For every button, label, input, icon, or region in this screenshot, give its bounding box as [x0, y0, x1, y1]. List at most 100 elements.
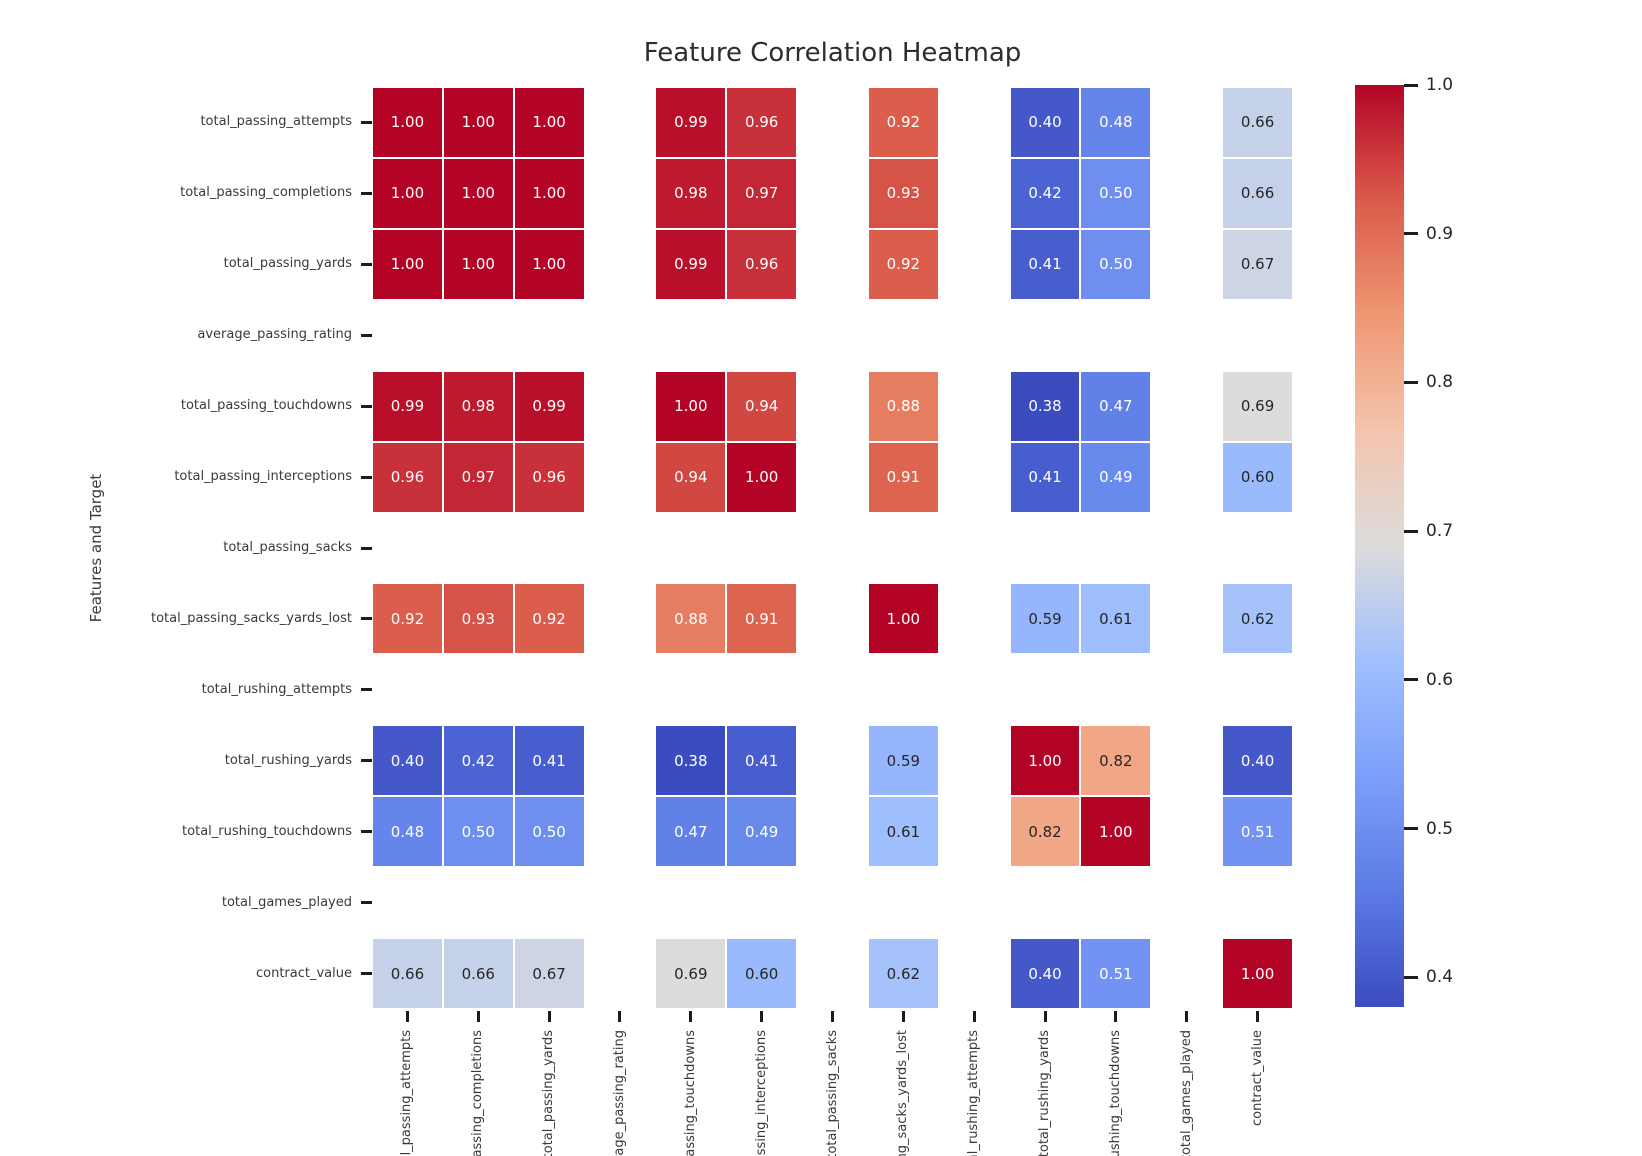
heatmap-cell [1152, 797, 1221, 866]
heatmap-cell [940, 230, 1009, 299]
heatmap-cell: 0.98 [656, 158, 726, 228]
y-tick-label: total_passing_attempts [200, 114, 352, 130]
heatmap-cell [798, 584, 867, 653]
colorbar-tick-mark [1404, 529, 1418, 533]
cell-value: 0.92 [886, 255, 921, 274]
heatmap-cell [940, 159, 1009, 228]
heatmap-cell [940, 655, 1009, 724]
cell-value: 0.50 [532, 822, 566, 841]
cell-value: 0.96 [532, 468, 566, 487]
cell-value: 0.98 [461, 397, 495, 416]
x-tick-label: contract_value [1249, 1030, 1265, 1127]
x-tick-label: total_passing_attempts [399, 1030, 415, 1156]
heatmap-cell [586, 868, 655, 937]
y-tick-label: total_rushing_attempts [201, 681, 352, 697]
heatmap-cell [373, 301, 442, 370]
heatmap-cell [586, 514, 655, 583]
cell-value: 0.42 [1028, 184, 1062, 203]
y-tick-label: total_rushing_touchdowns [182, 823, 352, 839]
cell-value: 0.41 [744, 751, 779, 770]
heatmap-cell [940, 797, 1009, 866]
heatmap-cell [798, 88, 867, 157]
heatmap-cell: 0.66 [1223, 88, 1292, 157]
y-tick-mark [361, 759, 372, 763]
colorbar-tick-label: 0.9 [1426, 223, 1454, 244]
cell-value: 0.99 [390, 397, 425, 416]
heatmap-cell: 0.48 [373, 797, 442, 867]
cell-value: 0.92 [886, 113, 921, 132]
heatmap-cell: 0.61 [868, 797, 938, 867]
heatmap-cell: 0.96 [373, 442, 442, 512]
x-tick-mark [1043, 1011, 1047, 1022]
heatmap-cell [727, 868, 796, 937]
heatmap-cell: 0.92 [868, 88, 938, 157]
y-tick-mark [361, 546, 372, 550]
heatmap-cell [798, 868, 867, 937]
colorbar-gradient [1355, 85, 1404, 1007]
x-tick-label: average_passing_rating [611, 1030, 627, 1156]
heatmap-cell [586, 726, 655, 795]
colorbar-tick-label: 0.5 [1426, 818, 1454, 839]
heatmap-cell: 1.00 [1081, 797, 1151, 867]
heatmap-cell [940, 88, 1009, 157]
heatmap-cell: 0.50 [1081, 229, 1151, 299]
heatmap-cell: 0.99 [514, 371, 584, 441]
heatmap-cell: 1.00 [443, 88, 513, 157]
cell-value: 0.82 [1028, 822, 1062, 841]
colorbar-tick-label: 0.6 [1426, 669, 1454, 690]
heatmap-cell [444, 655, 513, 724]
cell-value: 1.00 [390, 184, 425, 203]
heatmap-cell: 0.40 [1010, 939, 1080, 1008]
cell-value: 1.00 [532, 113, 566, 132]
heatmap-cell: 1.00 [373, 88, 442, 157]
heatmap-cell [1223, 868, 1292, 937]
heatmap-cell [373, 514, 442, 583]
heatmap-cell [1152, 159, 1221, 228]
cell-value: 0.49 [1099, 468, 1133, 487]
x-tick-mark [972, 1011, 976, 1022]
y-tick-mark [361, 830, 372, 834]
y-tick-mark [361, 475, 372, 479]
x-tick-mark [547, 1011, 551, 1022]
heatmap-cell: 0.38 [656, 726, 726, 796]
cell-value: 0.48 [390, 822, 425, 841]
heatmap-cell [798, 372, 867, 441]
heatmap-cell [798, 939, 867, 1008]
heatmap-cell [373, 655, 442, 724]
heatmap-cell [656, 514, 725, 583]
cell-value: 1.00 [461, 255, 495, 274]
heatmap-cell: 0.59 [1010, 584, 1080, 654]
heatmap-cell: 0.62 [868, 939, 938, 1008]
heatmap-cell [1011, 655, 1080, 724]
cell-value: 0.51 [1240, 822, 1275, 841]
cell-value: 0.96 [744, 113, 779, 132]
x-tick-mark [1185, 1011, 1189, 1022]
x-tick-label: total_passing_sacks [824, 1030, 840, 1156]
cell-value: 0.41 [532, 751, 566, 770]
heatmap-cell: 0.51 [1081, 939, 1151, 1008]
heatmap-cell [798, 443, 867, 512]
heatmap-cell: 0.66 [373, 939, 442, 1008]
heatmap-cell: 0.91 [868, 442, 938, 512]
heatmap-cell [798, 301, 867, 370]
heatmap-cell: 0.88 [656, 584, 726, 654]
heatmap-cell: 0.41 [1010, 442, 1080, 512]
heatmap-cell: 0.41 [1010, 229, 1080, 299]
heatmap-cell [1081, 514, 1150, 583]
heatmap-cell [1152, 301, 1221, 370]
heatmap-cell [1223, 301, 1292, 370]
y-tick-mark [361, 262, 372, 266]
colorbar-tick-label: 0.8 [1426, 372, 1454, 393]
x-tick-label: total_rushing_touchdowns [1107, 1030, 1123, 1156]
colorbar-tick-mark [1404, 827, 1418, 831]
y-tick-label: total_passing_sacks [223, 540, 352, 555]
heatmap-cell: 0.96 [727, 229, 797, 299]
cell-value: 0.48 [1099, 113, 1133, 132]
heatmap-cell: 0.51 [1223, 797, 1292, 867]
heatmap-cell: 0.40 [1010, 88, 1080, 157]
heatmap-cell: 1.00 [443, 229, 513, 299]
x-tick-label: total_rushing_attempts [966, 1030, 982, 1156]
x-tick-label: total_passing_completions [470, 1030, 486, 1156]
y-tick-label: total_passing_touchdowns [180, 398, 352, 414]
